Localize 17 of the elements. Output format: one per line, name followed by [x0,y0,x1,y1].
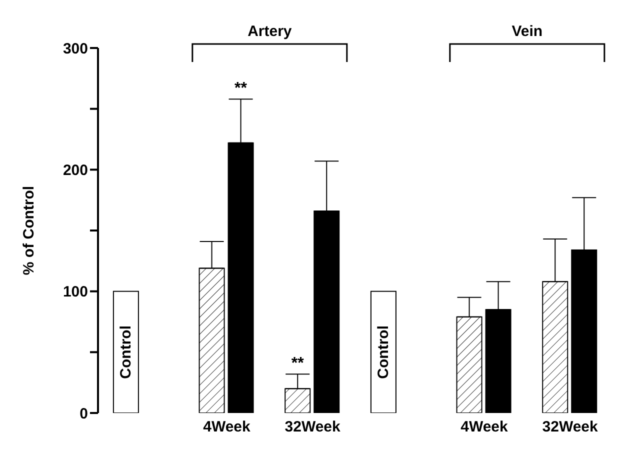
y-tick-label: 200 [62,162,88,179]
x-tick-label: 32Week [284,418,342,436]
y-tick-label: 300 [62,40,88,58]
x-tick-label: 4Week [460,418,509,436]
bar [112,290,139,413]
text: Artery [248,23,292,40]
data-label: ** [234,80,248,98]
text: Vein [512,23,543,40]
bar [370,290,396,413]
data-label: ** [291,355,305,372]
y-tick-label: 0 [80,405,88,422]
y-tick-label: 100 [62,284,88,301]
x-tick-label: 32Week [542,418,599,436]
text: Control [374,326,392,379]
y-axis-title: % of Control [20,186,38,276]
series-label: Control [117,326,134,379]
x-tick-label: 4Week [203,418,252,436]
